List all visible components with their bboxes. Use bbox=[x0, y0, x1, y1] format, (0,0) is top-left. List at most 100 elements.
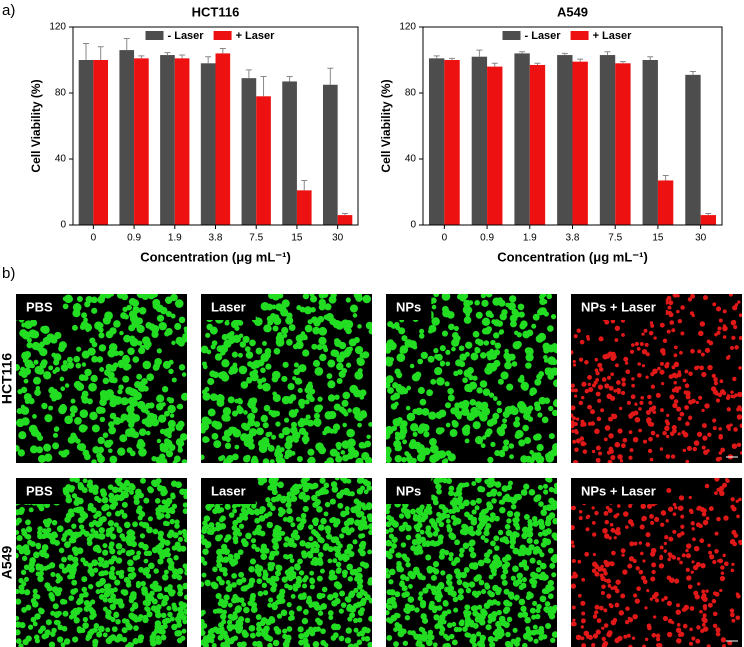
cell bbox=[609, 604, 613, 608]
cell bbox=[480, 380, 488, 388]
cell bbox=[490, 442, 495, 447]
cell bbox=[667, 601, 672, 606]
cell bbox=[179, 317, 186, 324]
cell bbox=[551, 359, 557, 365]
cell bbox=[629, 541, 634, 546]
cell bbox=[148, 516, 153, 521]
cell bbox=[659, 563, 664, 568]
cell bbox=[529, 458, 535, 464]
cell bbox=[347, 544, 354, 551]
cell bbox=[298, 640, 304, 646]
cell bbox=[646, 589, 649, 592]
cell bbox=[256, 614, 262, 620]
cell bbox=[515, 525, 520, 530]
cell bbox=[402, 439, 407, 444]
cell bbox=[678, 370, 681, 373]
cell bbox=[604, 562, 609, 567]
cell bbox=[21, 409, 25, 413]
cell bbox=[572, 440, 576, 444]
cell bbox=[324, 525, 331, 532]
cell bbox=[55, 590, 62, 597]
cell bbox=[75, 438, 80, 443]
cell bbox=[361, 598, 367, 604]
cell bbox=[491, 498, 497, 504]
cell bbox=[209, 522, 215, 528]
cell bbox=[356, 632, 361, 637]
cell bbox=[502, 569, 508, 575]
cell bbox=[60, 450, 67, 457]
cell bbox=[335, 476, 340, 481]
cell bbox=[484, 530, 490, 536]
cell bbox=[571, 544, 575, 548]
cell bbox=[116, 480, 121, 485]
cell bbox=[357, 488, 364, 495]
cell bbox=[552, 500, 558, 506]
cell bbox=[700, 321, 705, 326]
cell bbox=[650, 552, 655, 557]
cell bbox=[631, 343, 635, 347]
cell bbox=[471, 563, 478, 570]
cell bbox=[21, 570, 26, 575]
cell bbox=[581, 618, 586, 623]
cell bbox=[296, 606, 302, 612]
cell bbox=[181, 602, 187, 608]
error-bar bbox=[476, 50, 482, 57]
cell bbox=[245, 346, 251, 352]
micrograph: Laser bbox=[198, 475, 374, 647]
cell bbox=[438, 477, 444, 483]
cell bbox=[648, 437, 653, 442]
cell bbox=[614, 514, 618, 518]
cell bbox=[349, 385, 358, 394]
cell bbox=[481, 293, 486, 298]
cell bbox=[90, 375, 97, 382]
cell bbox=[486, 624, 492, 630]
cell bbox=[350, 304, 358, 312]
cell bbox=[98, 626, 105, 633]
cell bbox=[701, 590, 705, 594]
cell bbox=[420, 602, 426, 608]
cell bbox=[292, 487, 298, 493]
cell bbox=[155, 545, 161, 551]
cell bbox=[241, 423, 248, 430]
cell bbox=[35, 594, 40, 599]
cell bbox=[730, 608, 735, 613]
cell bbox=[277, 482, 284, 489]
cell bbox=[288, 540, 295, 547]
cell bbox=[118, 350, 124, 356]
cell bbox=[164, 570, 169, 575]
cell bbox=[320, 628, 326, 634]
cell bbox=[70, 405, 78, 413]
cell bbox=[452, 421, 459, 428]
cell bbox=[353, 313, 358, 318]
cell bbox=[73, 356, 80, 363]
cell bbox=[549, 613, 555, 619]
cell bbox=[543, 489, 548, 494]
cell bbox=[277, 292, 283, 298]
cell bbox=[136, 374, 142, 380]
cell bbox=[552, 605, 558, 611]
cell bbox=[146, 373, 154, 381]
cell bbox=[617, 454, 622, 459]
x-tick-label: 7.5 bbox=[608, 233, 622, 244]
cell bbox=[451, 515, 456, 520]
cell bbox=[591, 421, 595, 425]
cell bbox=[437, 539, 443, 545]
cell bbox=[702, 596, 708, 602]
cell bbox=[99, 578, 106, 585]
cell bbox=[421, 352, 428, 359]
cell bbox=[674, 578, 679, 583]
cell bbox=[141, 581, 146, 586]
cell bbox=[511, 576, 516, 581]
cell bbox=[660, 447, 664, 451]
cell bbox=[445, 514, 450, 519]
cell bbox=[79, 593, 84, 598]
cell bbox=[644, 606, 647, 609]
cell bbox=[452, 332, 459, 339]
cell bbox=[420, 530, 425, 535]
cell bbox=[469, 581, 475, 587]
cell bbox=[91, 612, 97, 618]
cell bbox=[442, 306, 449, 313]
bar bbox=[134, 58, 149, 225]
cell bbox=[326, 373, 332, 379]
cell bbox=[210, 327, 218, 335]
